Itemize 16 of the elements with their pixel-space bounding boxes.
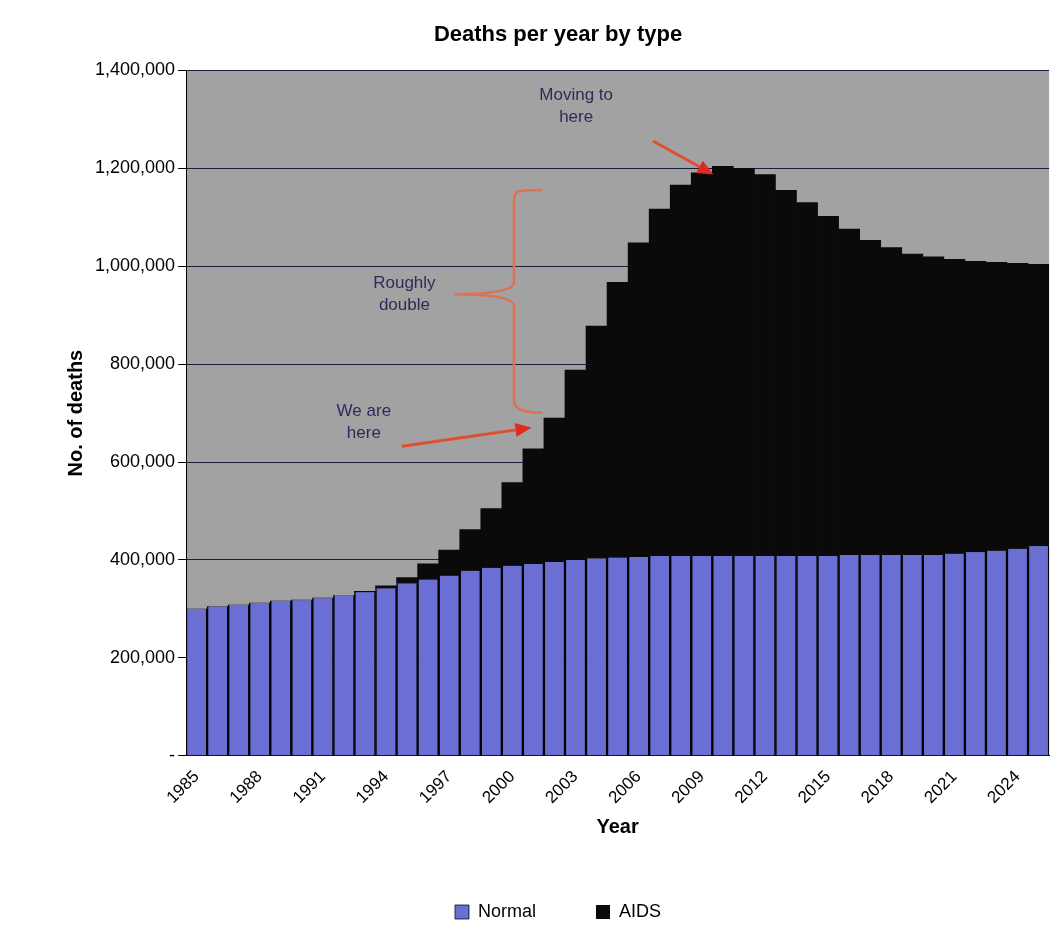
y-tick-label: 1,000,000 [95, 255, 176, 276]
chart-title: Deaths per year by type [433, 21, 683, 47]
annotation: We are here [336, 401, 392, 443]
legend-label: Normal [477, 900, 537, 921]
annotation: Moving to here [539, 85, 614, 127]
y-tick-label: - [169, 744, 176, 765]
y-tick-label: 200,000 [110, 646, 176, 667]
x-axis-title: Year [596, 814, 639, 837]
legend-label: AIDS [619, 900, 662, 921]
y-axis-title: No. of deaths [63, 349, 86, 477]
y-tick-label: 400,000 [110, 548, 176, 569]
y-tick-label: 1,200,000 [95, 157, 176, 178]
annotation: Roughly double [373, 273, 437, 315]
y-tick-label: 600,000 [110, 451, 176, 472]
y-tick-label: 1,400,000 [95, 59, 176, 80]
y-tick-label: 800,000 [110, 353, 176, 374]
